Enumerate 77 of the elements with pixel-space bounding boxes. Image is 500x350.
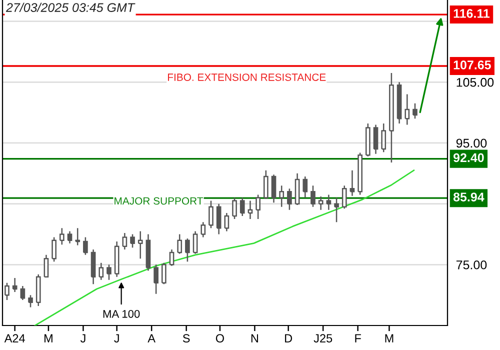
candlestick — [122, 232, 128, 250]
candlestick — [248, 200, 253, 220]
candlestick — [232, 197, 237, 220]
candlestick — [185, 238, 190, 262]
candlestick — [98, 262, 104, 280]
candlestick — [177, 234, 182, 254]
candlestick — [271, 174, 276, 204]
candlestick — [192, 230, 198, 254]
y-tick-label: 105.00 — [456, 78, 494, 87]
x-tick-label: S — [182, 334, 190, 343]
candlestick — [200, 221, 206, 238]
annotation: 27/03/2025 03:45 GMT — [6, 2, 136, 12]
candlestick — [83, 236, 88, 256]
candlestick — [310, 184, 316, 208]
candlestick — [381, 122, 386, 153]
candlestick — [28, 294, 33, 308]
x-tick-label: J — [80, 334, 86, 343]
candlestick — [294, 172, 300, 206]
candlestick — [318, 196, 324, 211]
annotation: MAJOR SUPPORT — [114, 197, 204, 205]
candlestick — [404, 94, 410, 126]
ref-line-label: 85.94 — [453, 192, 484, 202]
x-tick-label: O — [216, 334, 224, 343]
candlestick — [12, 277, 18, 293]
x-tick-label: J — [114, 334, 119, 343]
candlestick — [358, 152, 362, 196]
ref-line-label: 116.11 — [454, 9, 490, 18]
candlestick — [389, 72, 394, 164]
candlestick — [256, 194, 260, 220]
ref-line-label: 92.40 — [453, 153, 484, 162]
candlestick — [208, 200, 214, 229]
candlestick — [44, 254, 49, 278]
candlestick — [4, 282, 10, 301]
candlestick — [263, 170, 268, 200]
x-tick-label: N — [251, 334, 258, 342]
candlestick — [412, 102, 418, 120]
candlestick — [36, 274, 41, 307]
annotation: MA 100 — [103, 310, 140, 318]
candlestick — [224, 212, 230, 232]
candlestick — [90, 248, 96, 285]
y-tick-label: 95.00 — [456, 138, 487, 148]
x-tick-label: J25 — [314, 334, 332, 343]
candlestick — [396, 82, 402, 124]
candlestick — [130, 234, 135, 248]
candlestick — [365, 122, 370, 157]
candlestick — [106, 264, 112, 280]
x-tick-label: D — [285, 334, 292, 342]
y-tick-label: 75.00 — [456, 260, 487, 270]
ref-line-label: 107.65 — [454, 60, 491, 70]
candlestick — [67, 230, 72, 244]
candlestick — [52, 236, 56, 262]
candlestick — [302, 176, 308, 198]
candlestick — [161, 262, 166, 285]
x-tick-label: F — [355, 334, 361, 342]
candlestick — [169, 248, 174, 266]
candlestick — [350, 170, 355, 197]
candlestick — [326, 194, 332, 211]
candlestick — [114, 240, 120, 278]
x-tick-label: M — [44, 334, 52, 342]
candlestick — [216, 203, 222, 235]
x-tick-label: A24 — [4, 334, 25, 342]
candlestick — [154, 264, 158, 294]
annotation: FIBO. EXTENSION RESISTANCE — [168, 74, 326, 81]
candlestick — [240, 197, 245, 217]
candlestick — [373, 124, 378, 155]
line-series — [34, 170, 415, 326]
candlestick — [279, 184, 284, 208]
candlestick — [138, 230, 143, 260]
candlestick — [20, 285, 26, 301]
x-tick-label: M — [385, 334, 394, 342]
candlestick — [146, 234, 151, 272]
candlestick — [75, 228, 80, 246]
x-tick-label: A — [148, 334, 156, 342]
candlestick — [342, 184, 347, 210]
candlestick — [334, 197, 339, 223]
candlestick — [59, 228, 64, 246]
candlestick — [287, 188, 292, 211]
